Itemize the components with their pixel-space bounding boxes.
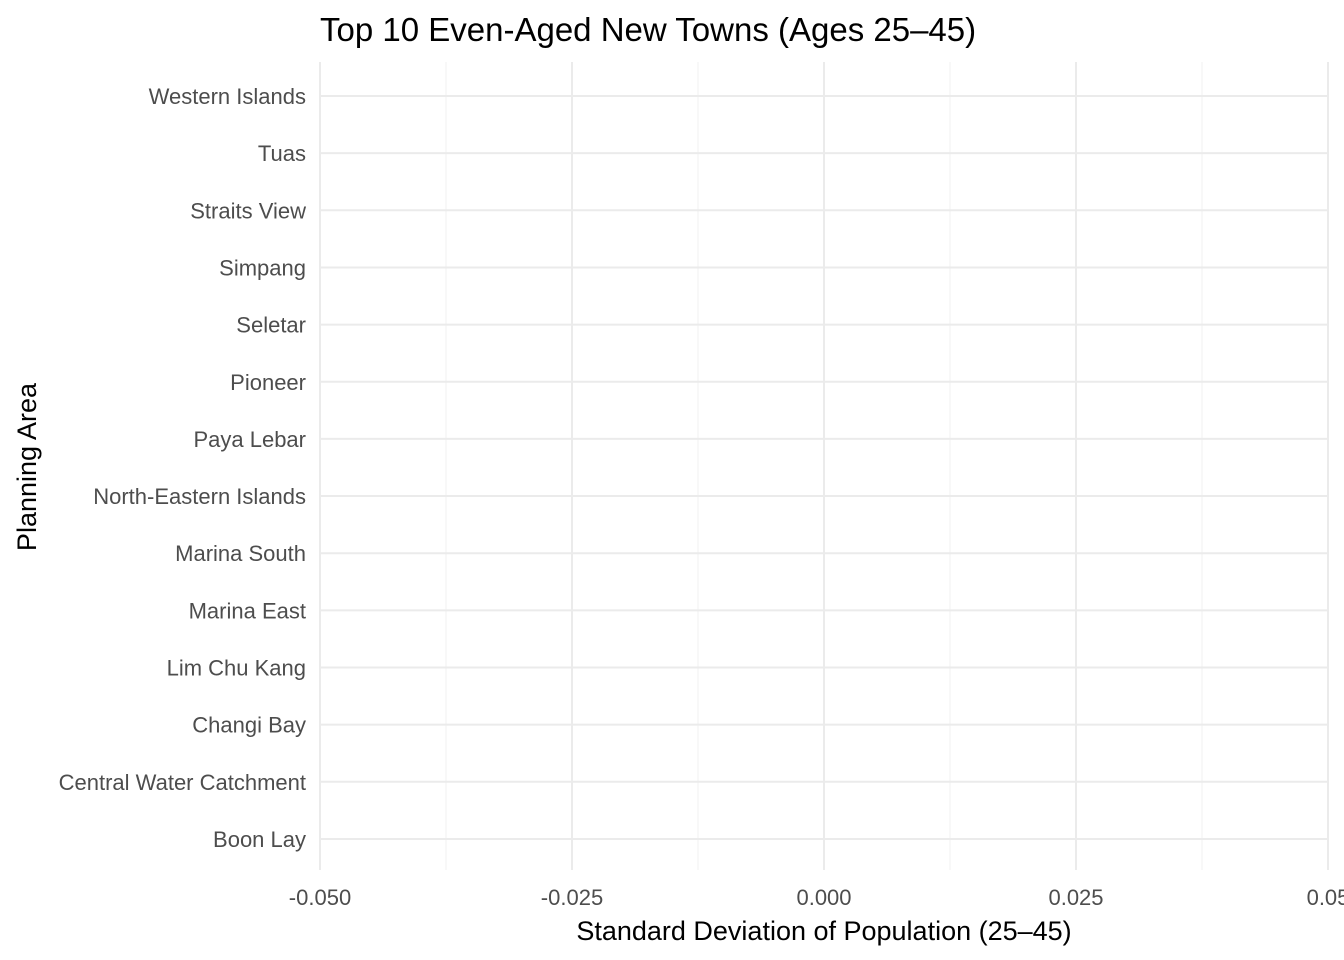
y-tick-label: Straits View — [190, 198, 306, 223]
x-axis-title: Standard Deviation of Population (25–45) — [576, 916, 1071, 946]
y-tick-label: Changi Bay — [192, 713, 306, 738]
x-axis-tick-labels: -0.050 -0.025 0.000 0.025 0.05 — [289, 885, 1344, 910]
x-tick-label: 0.000 — [796, 885, 851, 910]
y-tick-label: Pioneer — [230, 370, 306, 395]
y-tick-label: Marina South — [175, 541, 306, 566]
x-tick-label: -0.050 — [289, 885, 351, 910]
y-tick-label: Tuas — [258, 141, 306, 166]
y-tick-label: Boon Lay — [213, 827, 306, 852]
y-tick-label: Seletar — [236, 313, 306, 338]
minor-gridlines — [445, 62, 1203, 870]
y-tick-label: Central Water Catchment — [59, 770, 306, 795]
y-tick-label: Lim Chu Kang — [167, 656, 306, 681]
y-axis-title: Planning Area — [12, 382, 42, 551]
major-gridlines — [319, 62, 1329, 870]
x-tick-label: 0.05 — [1307, 885, 1344, 910]
y-tick-label: Paya Lebar — [193, 427, 306, 452]
y-tick-label: Marina East — [189, 598, 306, 623]
y-tick-label: North-Eastern Islands — [93, 484, 306, 509]
x-tick-label: -0.025 — [541, 885, 603, 910]
x-tick-label: 0.025 — [1048, 885, 1103, 910]
chart-title: Top 10 Even-Aged New Towns (Ages 25–45) — [320, 11, 976, 48]
y-tick-label: Simpang — [219, 255, 306, 280]
y-tick-label: Western Islands — [149, 84, 306, 109]
y-axis-tick-labels: Boon Lay Central Water Catchment Changi Ba… — [59, 84, 307, 852]
